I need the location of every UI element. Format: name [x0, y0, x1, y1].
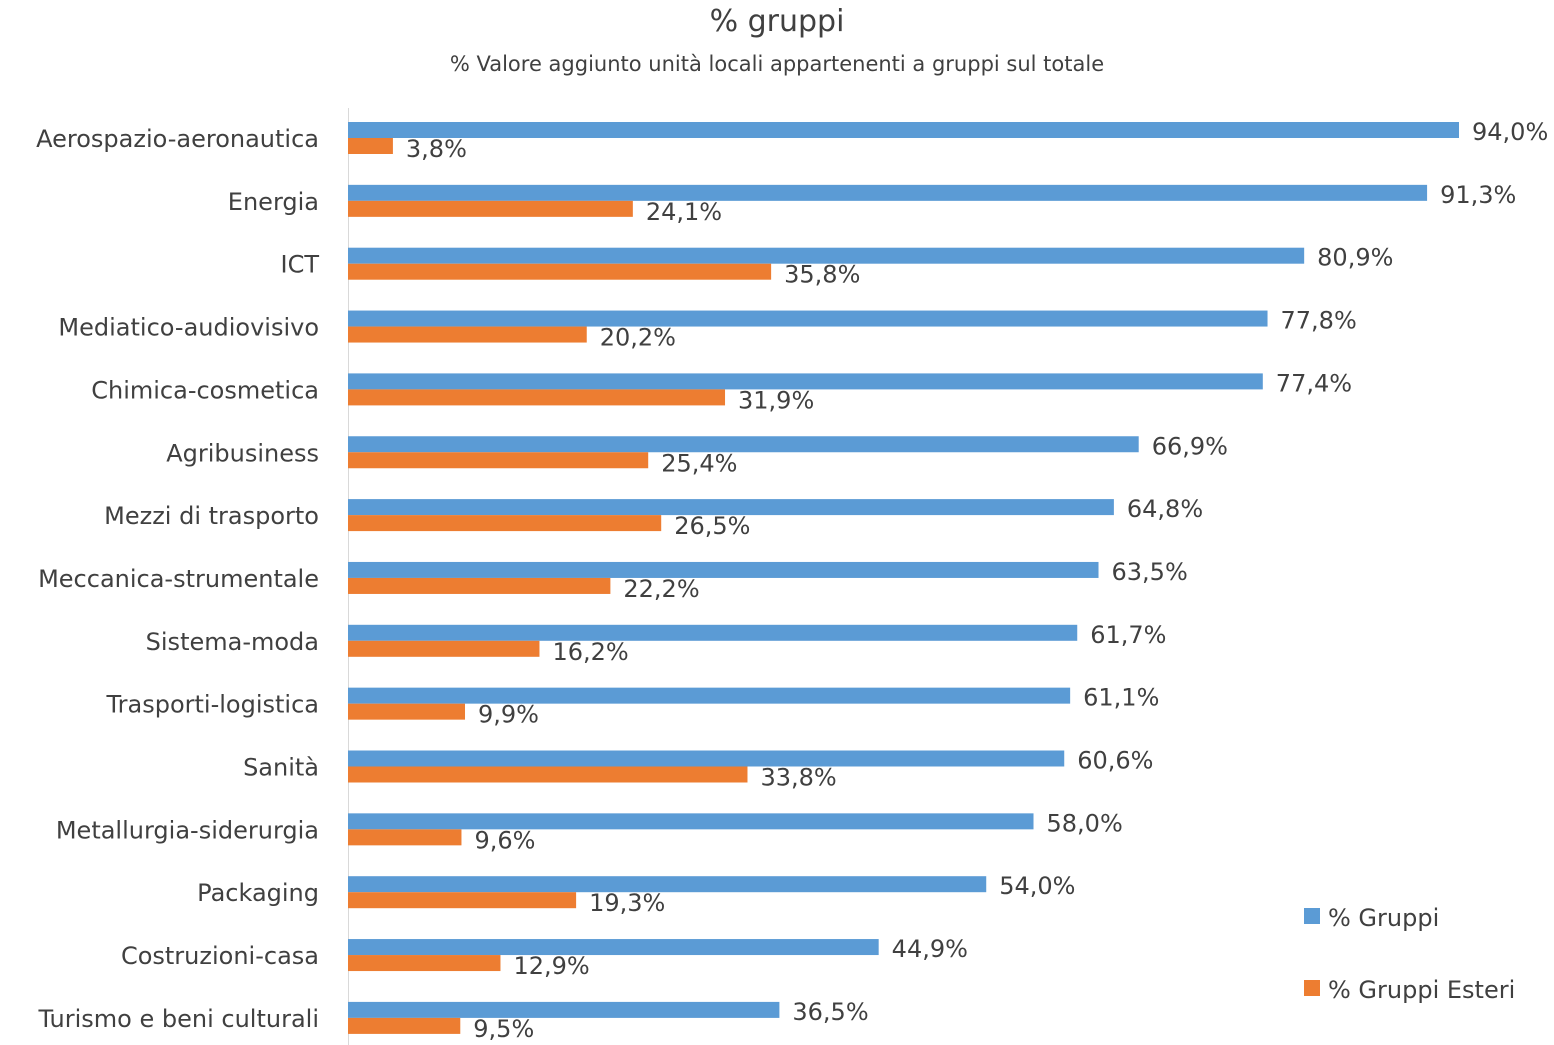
value-label-gruppi: 58,0%	[1047, 809, 1123, 837]
value-label-gruppi-esteri: 20,2%	[600, 324, 676, 352]
category-label: Costruzioni-casa	[121, 942, 319, 970]
bar-gruppi	[348, 1001, 780, 1018]
bar-gruppi	[348, 310, 1268, 327]
value-label-gruppi-esteri: 22,2%	[623, 575, 699, 603]
value-label-gruppi: 44,9%	[892, 935, 968, 963]
bar-gruppi-esteri	[348, 1017, 461, 1034]
bar-gruppi-esteri	[348, 577, 611, 594]
value-label-gruppi: 77,8%	[1281, 307, 1357, 335]
legend-swatch-gruppi	[1304, 908, 1320, 924]
bar-gruppi	[348, 750, 1065, 767]
legend: % Gruppi % Gruppi Esteri	[1304, 904, 1515, 1004]
value-label-gruppi-esteri: 19,3%	[589, 889, 665, 917]
value-label-gruppi: 61,7%	[1090, 621, 1166, 649]
value-label-gruppi: 66,9%	[1152, 432, 1228, 460]
bar-gruppi	[348, 687, 1071, 704]
value-label-gruppi: 61,1%	[1083, 684, 1159, 712]
bar-gruppi-esteri	[348, 515, 662, 532]
legend-label-gruppi-esteri: % Gruppi Esteri	[1328, 976, 1515, 1004]
value-label-gruppi: 94,0%	[1472, 118, 1548, 146]
bar-gruppi	[348, 876, 987, 893]
value-label-gruppi-esteri: 12,9%	[513, 952, 589, 980]
category-label: Aerospazio-aeronautica	[36, 125, 319, 153]
category-label: Packaging	[197, 879, 319, 907]
bar-gruppi	[348, 939, 879, 956]
bar-gruppi-esteri	[348, 138, 393, 154]
value-label-gruppi-esteri: 26,5%	[674, 512, 750, 540]
bar-gruppi-esteri	[348, 829, 462, 846]
category-label: Mediatico-audiovisivo	[58, 314, 319, 342]
bars-group	[348, 122, 1459, 1034]
bar-gruppi-esteri	[348, 766, 748, 783]
category-label: Metallurgia-siderurgia	[56, 816, 319, 844]
value-label-gruppi: 91,3%	[1440, 181, 1516, 209]
value-label-gruppi-esteri: 16,2%	[552, 638, 628, 666]
value-label-gruppi: 60,6%	[1077, 747, 1153, 775]
bar-gruppi	[348, 561, 1099, 578]
category-label: Sistema-moda	[146, 628, 319, 656]
bar-gruppi-esteri	[348, 892, 577, 909]
value-label-gruppi-esteri: 9,5%	[473, 1015, 534, 1043]
bar-gruppi	[348, 499, 1114, 516]
bar-gruppi-esteri	[348, 389, 726, 406]
value-label-gruppi: 80,9%	[1317, 244, 1393, 272]
category-label: Meccanica-strumentale	[38, 565, 319, 593]
category-label: Agribusiness	[166, 439, 319, 467]
bar-gruppi	[348, 184, 1428, 201]
category-label: Chimica-cosmetica	[91, 376, 319, 404]
value-label-gruppi: 36,5%	[792, 998, 868, 1026]
chart-subtitle: % Valore aggiunto unità locali appartene…	[449, 52, 1105, 76]
value-label-gruppi-esteri: 9,9%	[478, 701, 539, 729]
bar-gruppi-esteri	[348, 955, 501, 972]
value-label-gruppi-esteri: 35,8%	[784, 261, 860, 289]
legend-swatch-gruppi-esteri	[1304, 980, 1320, 996]
bar-gruppi-esteri	[348, 452, 649, 469]
value-label-gruppi-esteri: 31,9%	[738, 386, 814, 414]
value-label-gruppi-esteri: 33,8%	[760, 764, 836, 792]
bar-gruppi	[348, 624, 1078, 641]
category-label: Sanità	[243, 754, 319, 782]
category-label: Energia	[228, 188, 319, 216]
category-label: Trasporti-logistica	[106, 691, 319, 719]
bar-gruppi-esteri	[348, 326, 587, 343]
category-label: ICT	[281, 251, 320, 279]
bar-gruppi	[348, 247, 1305, 264]
bar-gruppi-esteri	[348, 640, 540, 657]
bar-gruppi	[348, 436, 1139, 453]
category-label: Turismo e beni culturali	[38, 1005, 319, 1033]
value-label-gruppi-esteri: 3,8%	[406, 135, 467, 163]
bar-gruppi-esteri	[348, 263, 772, 280]
bar-gruppi-esteri	[348, 703, 466, 720]
value-labels-group: 94,0% 3,8% 91,3% 24,1% 80,9% 35,8% 77,8% 20,2% 7…	[406, 118, 1548, 1043]
category-label: Mezzi di trasporto	[104, 502, 319, 530]
value-label-gruppi-esteri: 25,4%	[661, 449, 737, 477]
value-label-gruppi-esteri: 24,1%	[646, 198, 722, 226]
legend-label-gruppi: % Gruppi	[1328, 904, 1439, 932]
bar-gruppi	[348, 813, 1034, 830]
bar-gruppi	[348, 122, 1459, 138]
value-label-gruppi: 64,8%	[1127, 495, 1203, 523]
value-label-gruppi: 77,4%	[1276, 369, 1352, 397]
bar-gruppi-esteri	[348, 200, 633, 217]
value-label-gruppi: 63,5%	[1112, 558, 1188, 586]
value-label-gruppi: 54,0%	[999, 872, 1075, 900]
chart-title: % gruppi	[709, 4, 845, 39]
value-label-gruppi-esteri: 9,6%	[474, 826, 535, 854]
bar-gruppi	[348, 373, 1263, 390]
category-labels-group: Aerospazio-aeronautica Energia ICT Mediatic…	[36, 125, 319, 1033]
